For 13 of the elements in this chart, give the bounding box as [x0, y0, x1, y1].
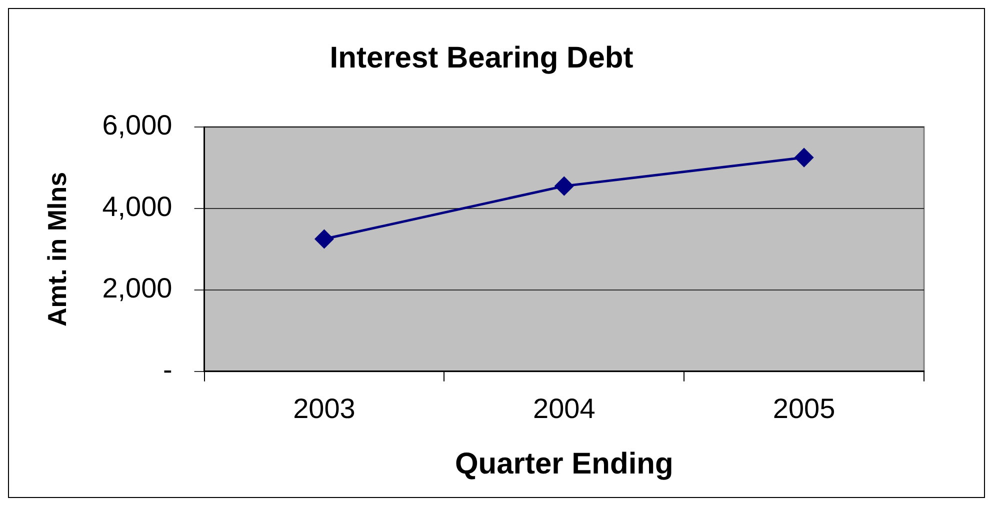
point [554, 176, 574, 196]
point [314, 230, 334, 248]
y-tick-label: 6,000 [102, 110, 172, 141]
x-tick-label: 2004 [532, 392, 596, 424]
y-tick-label: 4,000 [102, 191, 172, 222]
y-axis-title: Amt. in Mlns [42, 172, 72, 326]
point [794, 148, 814, 167]
y-tick-label: - [162, 354, 172, 386]
x-tick-label: 2005 [772, 392, 836, 424]
chart-title: Interest Bearing Debt [330, 41, 634, 74]
y-tick-label: 2,000 [102, 272, 172, 304]
x-axis-title: Quarter Ending [454, 447, 674, 480]
x-tick-label: 2003 [293, 392, 356, 424]
